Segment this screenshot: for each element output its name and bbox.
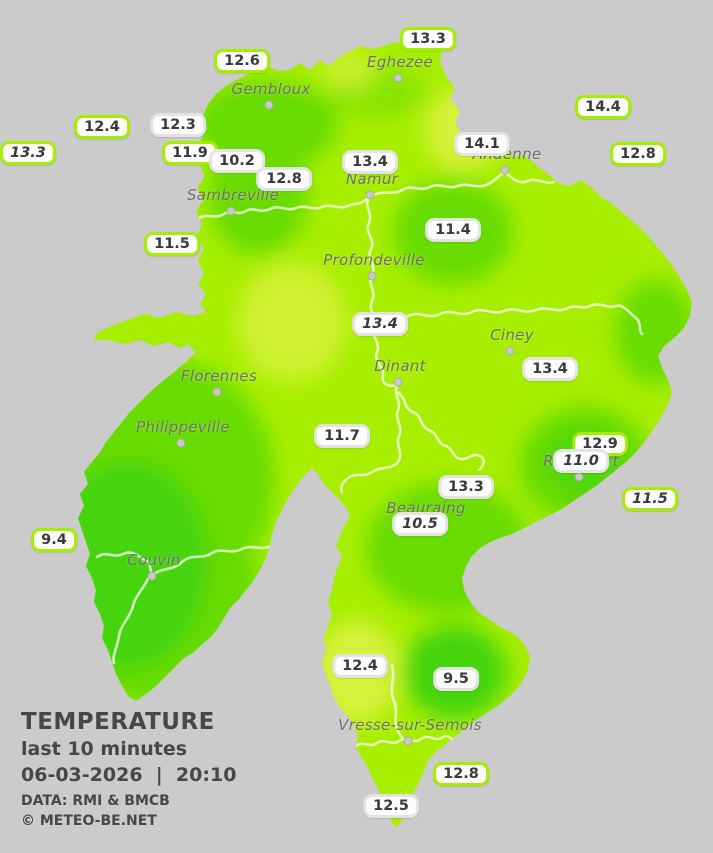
station-temperature-label: 11.5 (622, 487, 678, 511)
station-temperature-label: 14.1 (454, 132, 510, 156)
city-dot (226, 206, 236, 216)
city-label: Namur (345, 170, 399, 188)
river-meuse-south (339, 195, 402, 494)
station-temperature-label: 11.5 (144, 232, 200, 256)
station-temperature-label: 12.6 (214, 49, 270, 73)
river-meuse-east (370, 170, 556, 198)
city-label: Sambreville (186, 186, 280, 204)
data-source: DATA: RMI & BMCB (21, 793, 170, 809)
station-temperature-label: 10.2 (209, 149, 265, 173)
city-dot (147, 571, 157, 581)
river-sambre (195, 196, 370, 221)
map-subtitle: last 10 minutes (21, 738, 188, 760)
station-temperature-label: 13.4 (522, 357, 578, 381)
city-dot (365, 190, 375, 200)
station-temperature-label: 13.3 (0, 141, 56, 165)
station-temperature-label: 13.3 (400, 27, 456, 51)
station-temperature-label: 12.8 (433, 762, 489, 786)
station-temperature-label: 12.9 (572, 432, 628, 456)
station-temperature-label: 12.3 (150, 113, 206, 137)
river-lines (95, 170, 644, 750)
station-temperature-label: 13.3 (438, 475, 494, 499)
city-dot (212, 387, 222, 397)
city-label: Vresse-sur-Semois (338, 716, 482, 734)
city-label: Couvin (127, 551, 181, 569)
station-temperature-label: 13.4 (342, 150, 398, 174)
station-temperature-label: 13.4 (352, 312, 408, 336)
station-temperature-label: 12.8 (256, 167, 312, 191)
city-dot (176, 438, 186, 448)
city-dot (367, 271, 377, 281)
river-lesse (395, 390, 485, 472)
station-temperature-label: 11.4 (425, 218, 481, 242)
city-dot (505, 346, 515, 356)
city-dot (393, 73, 403, 83)
station-temperature-label: 11.0 (553, 449, 609, 473)
station-temperature-label: 11.9 (162, 141, 218, 165)
station-temperature-label: 10.5 (392, 512, 448, 536)
station-temperature-label: 9.4 (31, 528, 77, 552)
map-title: TEMPERATURE (21, 709, 215, 735)
station-temperature-label: 12.5 (363, 794, 419, 818)
city-label: Florennes (180, 367, 258, 385)
map-datetime: 06-03-2026 | 20:10 (21, 764, 237, 786)
city-dot (264, 100, 274, 110)
title-block: TEMPERATURE last 10 minutes 06-03-2026 |… (21, 708, 236, 831)
station-temperature-label: 12.8 (610, 142, 666, 166)
city-label: Philippeville (136, 418, 230, 436)
station-temperature-label: 12.4 (74, 115, 130, 139)
station-temperature-label: 9.5 (433, 667, 479, 691)
station-temperature-label: 14.4 (575, 95, 631, 119)
city-dot (574, 472, 584, 482)
city-label: Dinant (374, 357, 426, 375)
city-label: Gembloux (231, 80, 311, 98)
station-temperature-label: 11.7 (314, 424, 370, 448)
station-temperature-label: 12.4 (332, 654, 388, 678)
city-dot (393, 377, 403, 387)
river-bocq (373, 303, 644, 336)
city-label: Ciney (490, 326, 534, 344)
river-viroin (95, 544, 274, 665)
copyright-text: © METEO-BE.NET (21, 813, 157, 829)
city-label: Profondeville (323, 251, 425, 269)
city-dot (403, 736, 413, 746)
city-dot (500, 165, 510, 175)
city-label: Eghezee (366, 53, 434, 71)
